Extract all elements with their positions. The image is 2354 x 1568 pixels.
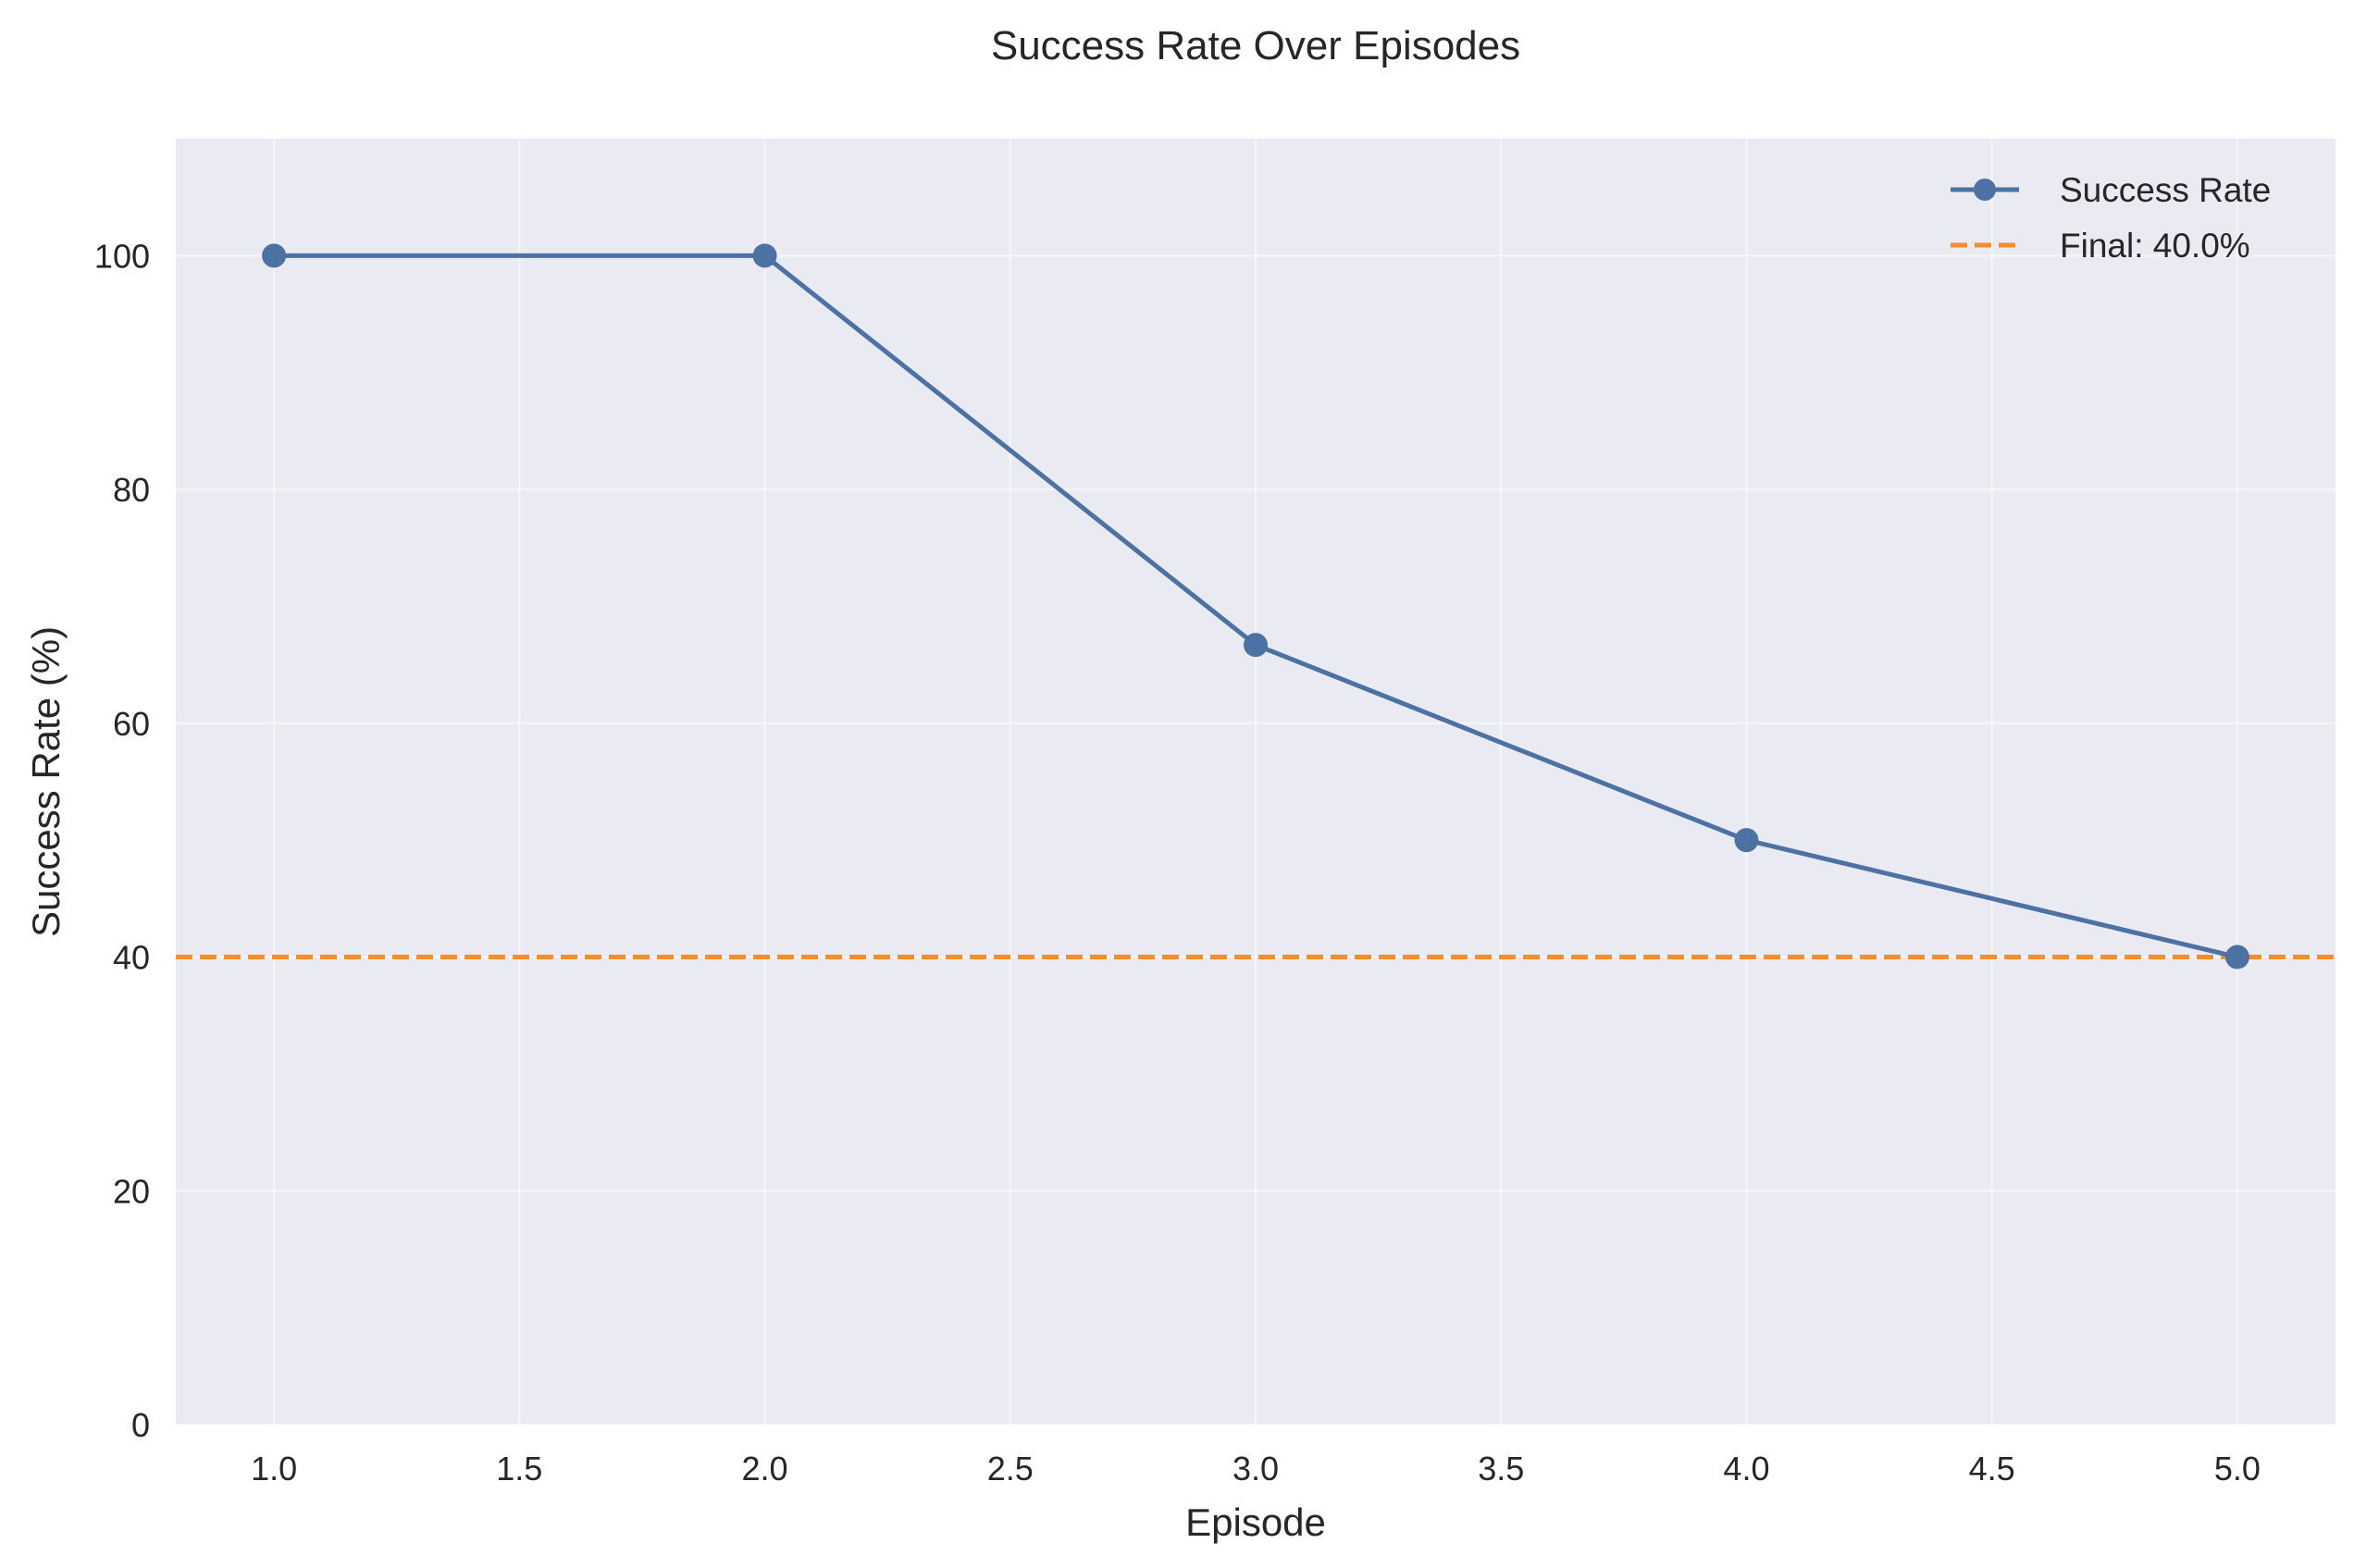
y-tick-label: 60 — [113, 705, 150, 743]
y-tick-label: 100 — [94, 237, 150, 275]
legend-label-success-rate: Success Rate — [2060, 171, 2271, 209]
x-tick-label: 3.5 — [1478, 1450, 1524, 1488]
x-tick-label: 1.0 — [251, 1450, 297, 1488]
x-tick-label: 4.5 — [1969, 1450, 2015, 1488]
y-tick-label: 0 — [131, 1406, 150, 1444]
x-tick-label: 5.0 — [2214, 1450, 2261, 1488]
y-tick-label: 40 — [113, 939, 150, 977]
legend: Success Rate Final: 40.0% — [1951, 171, 2271, 265]
y-axis-label: Success Rate (%) — [24, 626, 68, 937]
y-tick-label: 20 — [113, 1172, 150, 1210]
chart-title: Success Rate Over Episodes — [991, 23, 1520, 68]
x-tick-label: 4.0 — [1723, 1450, 1769, 1488]
data-point — [1734, 828, 1759, 853]
data-point — [262, 243, 287, 268]
x-axis-ticks: 1.0 1.5 2.0 2.5 3.0 3.5 4.0 4.5 5.0 — [251, 1450, 2261, 1488]
x-tick-label: 2.5 — [987, 1450, 1034, 1488]
x-tick-label: 2.0 — [742, 1450, 788, 1488]
y-tick-label: 80 — [113, 471, 150, 509]
x-tick-label: 1.5 — [496, 1450, 542, 1488]
y-axis-ticks: 0 20 40 60 80 100 — [94, 237, 150, 1444]
series-layer — [262, 243, 2249, 969]
legend-label-final: Final: 40.0% — [2060, 227, 2250, 265]
grid-lines — [176, 139, 2335, 1426]
data-point — [2224, 945, 2249, 969]
x-axis-label: Episode — [1185, 1500, 1326, 1544]
data-point — [1244, 633, 1268, 658]
data-point — [752, 243, 777, 268]
legend-marker-success-rate — [1974, 179, 1996, 201]
x-tick-label: 3.0 — [1233, 1450, 1279, 1488]
